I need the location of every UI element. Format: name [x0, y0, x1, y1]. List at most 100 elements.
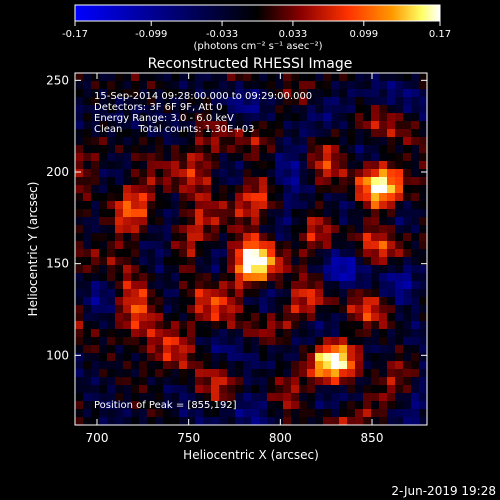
- heatmap-cell: [355, 345, 364, 354]
- heatmap-cell: [291, 257, 300, 266]
- heatmap-cell: [331, 345, 340, 354]
- heatmap-cell: [235, 265, 244, 274]
- heatmap-cell: [243, 337, 252, 346]
- heatmap-cell: [179, 361, 188, 370]
- heatmap-cell: [155, 73, 164, 82]
- heatmap-cell: [171, 385, 180, 394]
- heatmap-cell: [107, 129, 116, 138]
- heatmap-cell: [235, 353, 244, 362]
- heatmap-cell: [387, 385, 396, 394]
- heatmap-cell: [331, 217, 340, 226]
- heatmap-cell: [371, 321, 380, 330]
- heatmap-cell: [267, 297, 276, 306]
- heatmap-cell: [91, 401, 100, 410]
- heatmap-cell: [219, 201, 228, 210]
- heatmap-cell: [307, 225, 316, 234]
- heatmap-cell: [363, 409, 372, 418]
- heatmap-cell: [403, 185, 412, 194]
- heatmap-cell: [323, 233, 332, 242]
- heatmap-cell: [163, 385, 172, 394]
- heatmap-cell: [419, 169, 428, 178]
- heatmap-cell: [83, 401, 92, 410]
- heatmap-cell: [283, 281, 292, 290]
- heatmap-cell: [347, 297, 356, 306]
- heatmap-cell: [259, 97, 268, 106]
- heatmap-cell: [147, 233, 156, 242]
- heatmap-cell: [195, 185, 204, 194]
- heatmap-cell: [131, 225, 140, 234]
- heatmap-cell: [307, 121, 316, 130]
- heatmap-cell: [171, 353, 180, 362]
- heatmap-cell: [107, 89, 116, 98]
- heatmap-cell: [387, 113, 396, 122]
- heatmap-cell: [227, 105, 236, 114]
- heatmap-cell: [403, 353, 412, 362]
- heatmap-cell: [395, 81, 404, 90]
- heatmap-cell: [251, 89, 260, 98]
- heatmap-cell: [355, 257, 364, 266]
- heatmap-cell: [235, 257, 244, 266]
- heatmap-cell: [331, 177, 340, 186]
- heatmap-cell: [195, 137, 204, 146]
- heatmap-cell: [131, 409, 140, 418]
- heatmap-cell: [211, 257, 220, 266]
- heatmap-cell: [275, 321, 284, 330]
- heatmap-cell: [323, 297, 332, 306]
- heatmap-cell: [379, 193, 388, 202]
- heatmap-cell: [163, 393, 172, 402]
- heatmap-cell: [187, 297, 196, 306]
- heatmap-cell: [243, 305, 252, 314]
- heatmap-cell: [123, 417, 132, 426]
- heatmap-cell: [419, 97, 428, 106]
- heatmap-cell: [371, 313, 380, 322]
- heatmap-cell: [299, 169, 308, 178]
- heatmap-cell: [243, 201, 252, 210]
- heatmap-cell: [123, 313, 132, 322]
- heatmap-cell: [283, 233, 292, 242]
- heatmap-cell: [379, 401, 388, 410]
- heatmap-cell: [291, 281, 300, 290]
- heatmap-cell: [107, 401, 116, 410]
- heatmap-cell: [323, 193, 332, 202]
- heatmap-cell: [355, 249, 364, 258]
- heatmap-cell: [155, 377, 164, 386]
- heatmap-cell: [147, 297, 156, 306]
- heatmap-cell: [371, 145, 380, 154]
- heatmap-cell: [395, 313, 404, 322]
- heatmap-cell: [243, 273, 252, 282]
- heatmap-cell: [355, 393, 364, 402]
- heatmap-cell: [243, 401, 252, 410]
- heatmap-cell: [75, 329, 84, 338]
- heatmap-cell: [323, 129, 332, 138]
- heatmap-cell: [171, 201, 180, 210]
- heatmap-cell: [339, 321, 348, 330]
- heatmap-cell: [83, 89, 92, 98]
- heatmap-cell: [299, 305, 308, 314]
- heatmap-cell: [251, 241, 260, 250]
- heatmap-cell: [171, 105, 180, 114]
- heatmap-cell: [275, 81, 284, 90]
- heatmap-cell: [115, 393, 124, 402]
- heatmap-cell: [307, 305, 316, 314]
- heatmap-cell: [419, 345, 428, 354]
- heatmap-cell: [131, 81, 140, 90]
- heatmap-cell: [403, 153, 412, 162]
- heatmap-cell: [331, 281, 340, 290]
- annotation-time-range: 15-Sep-2014 09:28:00.000 to 09:29:00.000: [94, 91, 312, 102]
- heatmap-cell: [123, 185, 132, 194]
- heatmap-cell: [179, 73, 188, 82]
- heatmap-cell: [227, 201, 236, 210]
- heatmap-cell: [163, 73, 172, 82]
- heatmap-cell: [395, 153, 404, 162]
- heatmap-cell: [299, 161, 308, 170]
- heatmap-cell: [163, 289, 172, 298]
- heatmap-cell: [315, 217, 324, 226]
- heatmap-cell: [371, 225, 380, 234]
- heatmap-cell: [403, 417, 412, 426]
- heatmap-cell: [99, 289, 108, 298]
- heatmap-cell: [267, 257, 276, 266]
- heatmap-cell: [179, 409, 188, 418]
- heatmap-cell: [403, 201, 412, 210]
- heatmap-cell: [419, 217, 428, 226]
- heatmap-cell: [195, 385, 204, 394]
